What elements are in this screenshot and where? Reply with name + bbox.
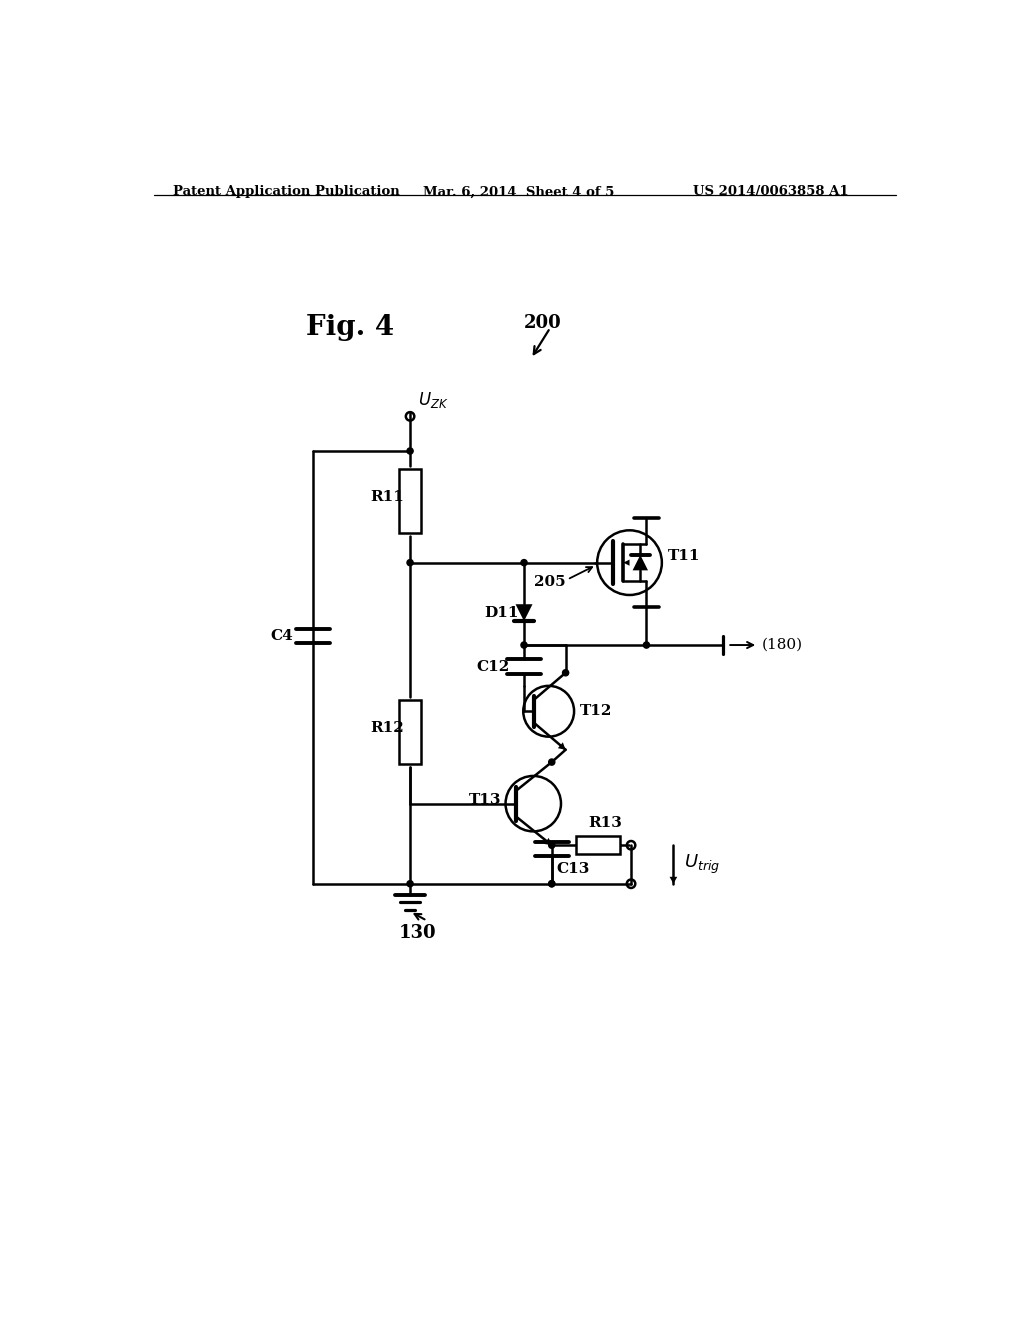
Text: R13: R13: [589, 816, 623, 830]
Bar: [399, 469, 421, 533]
Text: (180): (180): [762, 638, 803, 652]
Polygon shape: [633, 554, 648, 570]
Circle shape: [549, 842, 555, 849]
Circle shape: [549, 880, 555, 887]
Text: T12: T12: [581, 705, 612, 718]
Text: $U_{ZK}$: $U_{ZK}$: [418, 391, 449, 411]
Text: 205: 205: [535, 576, 565, 589]
Circle shape: [562, 669, 568, 676]
Text: 130: 130: [399, 924, 436, 941]
Text: C13: C13: [556, 862, 590, 876]
Bar: [399, 700, 421, 764]
Polygon shape: [515, 605, 532, 622]
Text: T11: T11: [668, 549, 700, 564]
Text: C12: C12: [476, 660, 510, 673]
Circle shape: [521, 560, 527, 566]
Text: T13: T13: [469, 793, 501, 807]
Text: $U_{trig}$: $U_{trig}$: [684, 853, 721, 876]
Circle shape: [521, 642, 527, 648]
Text: D11: D11: [484, 606, 518, 619]
Text: US 2014/0063858 A1: US 2014/0063858 A1: [692, 185, 848, 198]
Polygon shape: [544, 838, 552, 845]
Text: Patent Application Publication: Patent Application Publication: [173, 185, 399, 198]
Circle shape: [407, 447, 413, 454]
Bar: [577, 836, 620, 854]
Polygon shape: [558, 742, 565, 750]
Polygon shape: [670, 876, 677, 884]
Circle shape: [407, 560, 413, 566]
Text: R12: R12: [370, 721, 403, 735]
Text: 200: 200: [523, 314, 561, 331]
Text: C4: C4: [270, 628, 294, 643]
Text: Fig. 4: Fig. 4: [306, 314, 394, 341]
Circle shape: [549, 759, 555, 766]
Circle shape: [407, 880, 413, 887]
Circle shape: [549, 880, 555, 887]
Circle shape: [643, 642, 649, 648]
Text: R11: R11: [370, 490, 403, 504]
Text: Mar. 6, 2014  Sheet 4 of 5: Mar. 6, 2014 Sheet 4 of 5: [423, 185, 614, 198]
Polygon shape: [624, 560, 630, 566]
